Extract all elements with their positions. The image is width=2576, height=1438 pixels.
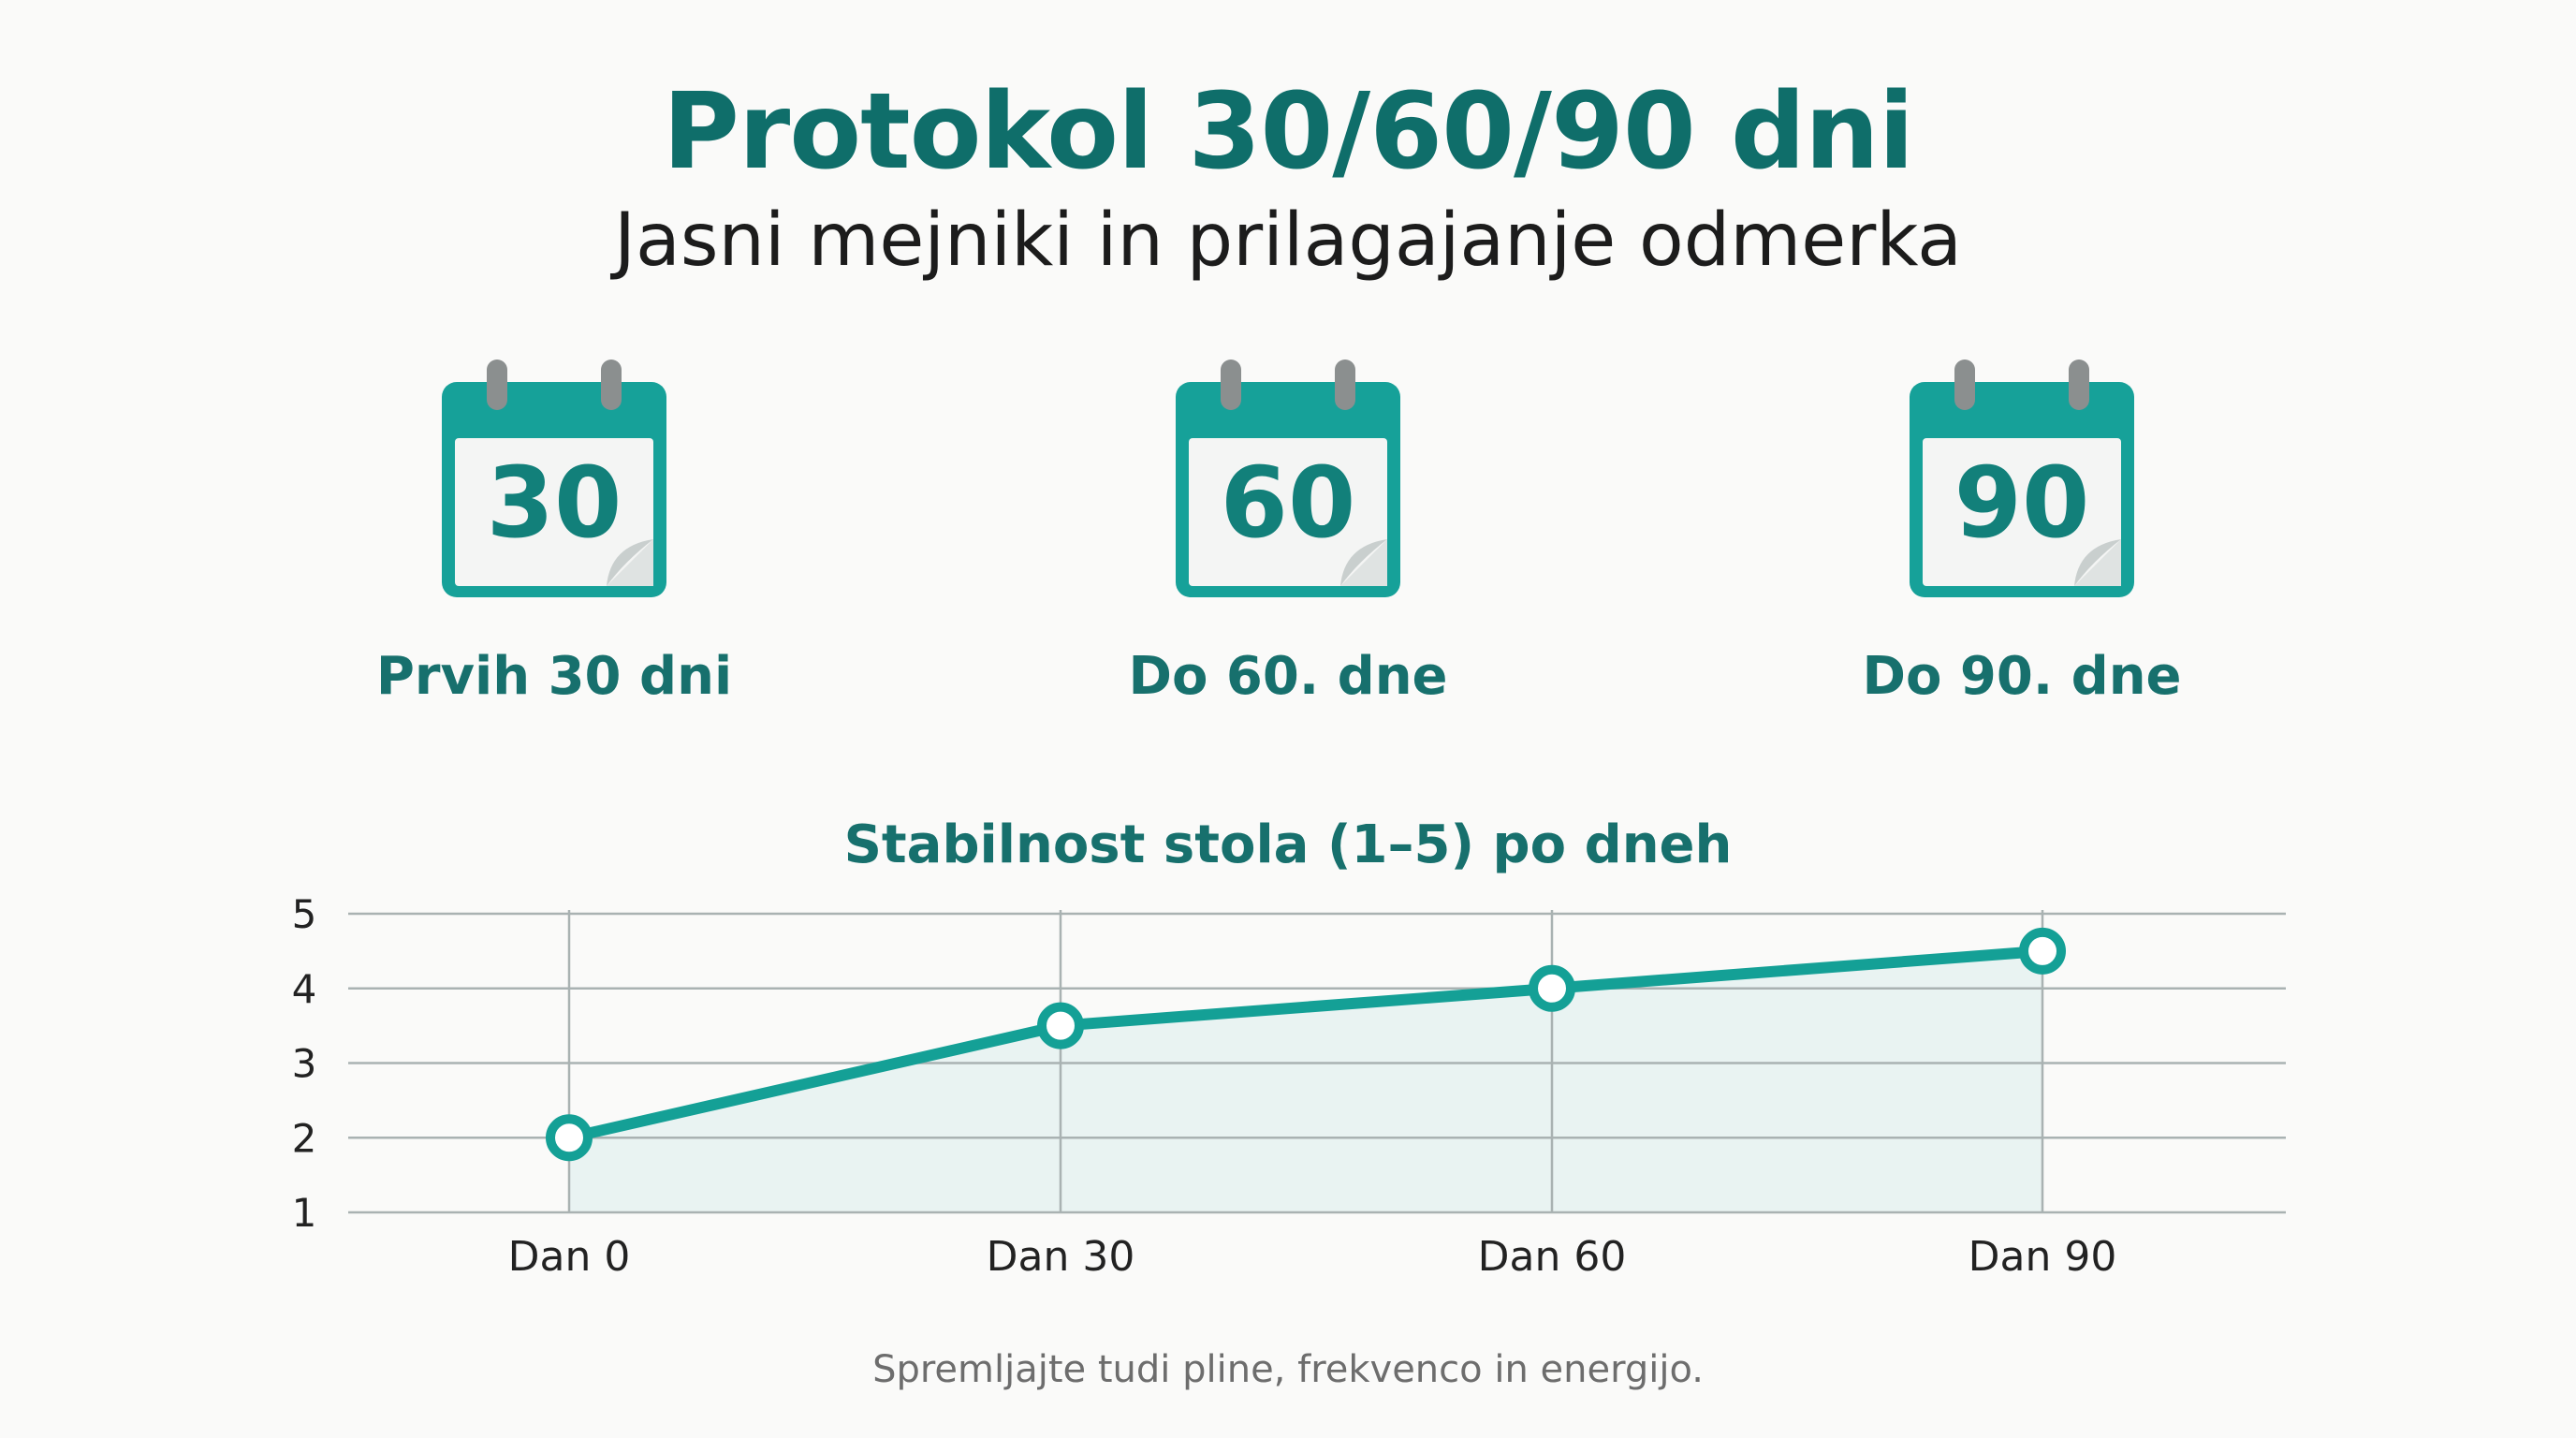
milestone-30: 30 Prvih 30 dni <box>311 354 798 707</box>
calendar-number: 60 <box>1221 446 1356 560</box>
calendar-number: 90 <box>1954 446 2090 560</box>
series-line <box>564 945 2048 1144</box>
y-tick-label: 3 <box>292 1041 317 1087</box>
milestone-label: Do 60. dne <box>1128 646 1448 707</box>
data-point <box>546 1114 593 1162</box>
page-subtitle: Jasni mejniki in prilagajanje odmerka <box>614 198 1962 283</box>
data-point <box>1529 964 1575 1012</box>
y-tick-label: 2 <box>292 1115 317 1161</box>
y-tick-label: 1 <box>292 1190 317 1236</box>
area-fill <box>569 950 2042 1212</box>
x-tick-label: Dan 30 <box>987 1233 1135 1281</box>
data-point <box>1037 1002 1084 1049</box>
y-tick-label: 5 <box>292 891 317 937</box>
y-tick-label: 4 <box>292 966 317 1012</box>
milestone-label: Do 90. dne <box>1862 646 2182 707</box>
x-tick-label: Dan 60 <box>1478 1233 1627 1281</box>
page-title: Protokol 30/60/90 dni <box>662 71 1914 193</box>
milestone-60: 60 Do 60. dne <box>1045 354 1531 707</box>
calendar-icon: 60 <box>1176 360 1400 597</box>
chart-title: Stabilnost stola (1–5) po dneh <box>843 814 1733 875</box>
calendar-icon: 90 <box>1910 360 2134 597</box>
data-point <box>2019 927 2066 975</box>
footnote: Spremljajte tudi pline, frekvenco in ene… <box>872 1348 1704 1391</box>
milestone-90: 90 Do 90. dne <box>1778 354 2265 707</box>
x-tick-label: Dan 90 <box>1969 1233 2117 1281</box>
line-chart: 1 2 3 4 5 Dan 0 Dan 30 Dan 60 Dan 90 <box>292 891 2286 1281</box>
x-tick-label: Dan 0 <box>508 1233 631 1281</box>
milestone-label: Prvih 30 dni <box>375 646 733 707</box>
calendar-number: 30 <box>487 446 622 560</box>
calendar-icon: 30 <box>442 360 666 597</box>
